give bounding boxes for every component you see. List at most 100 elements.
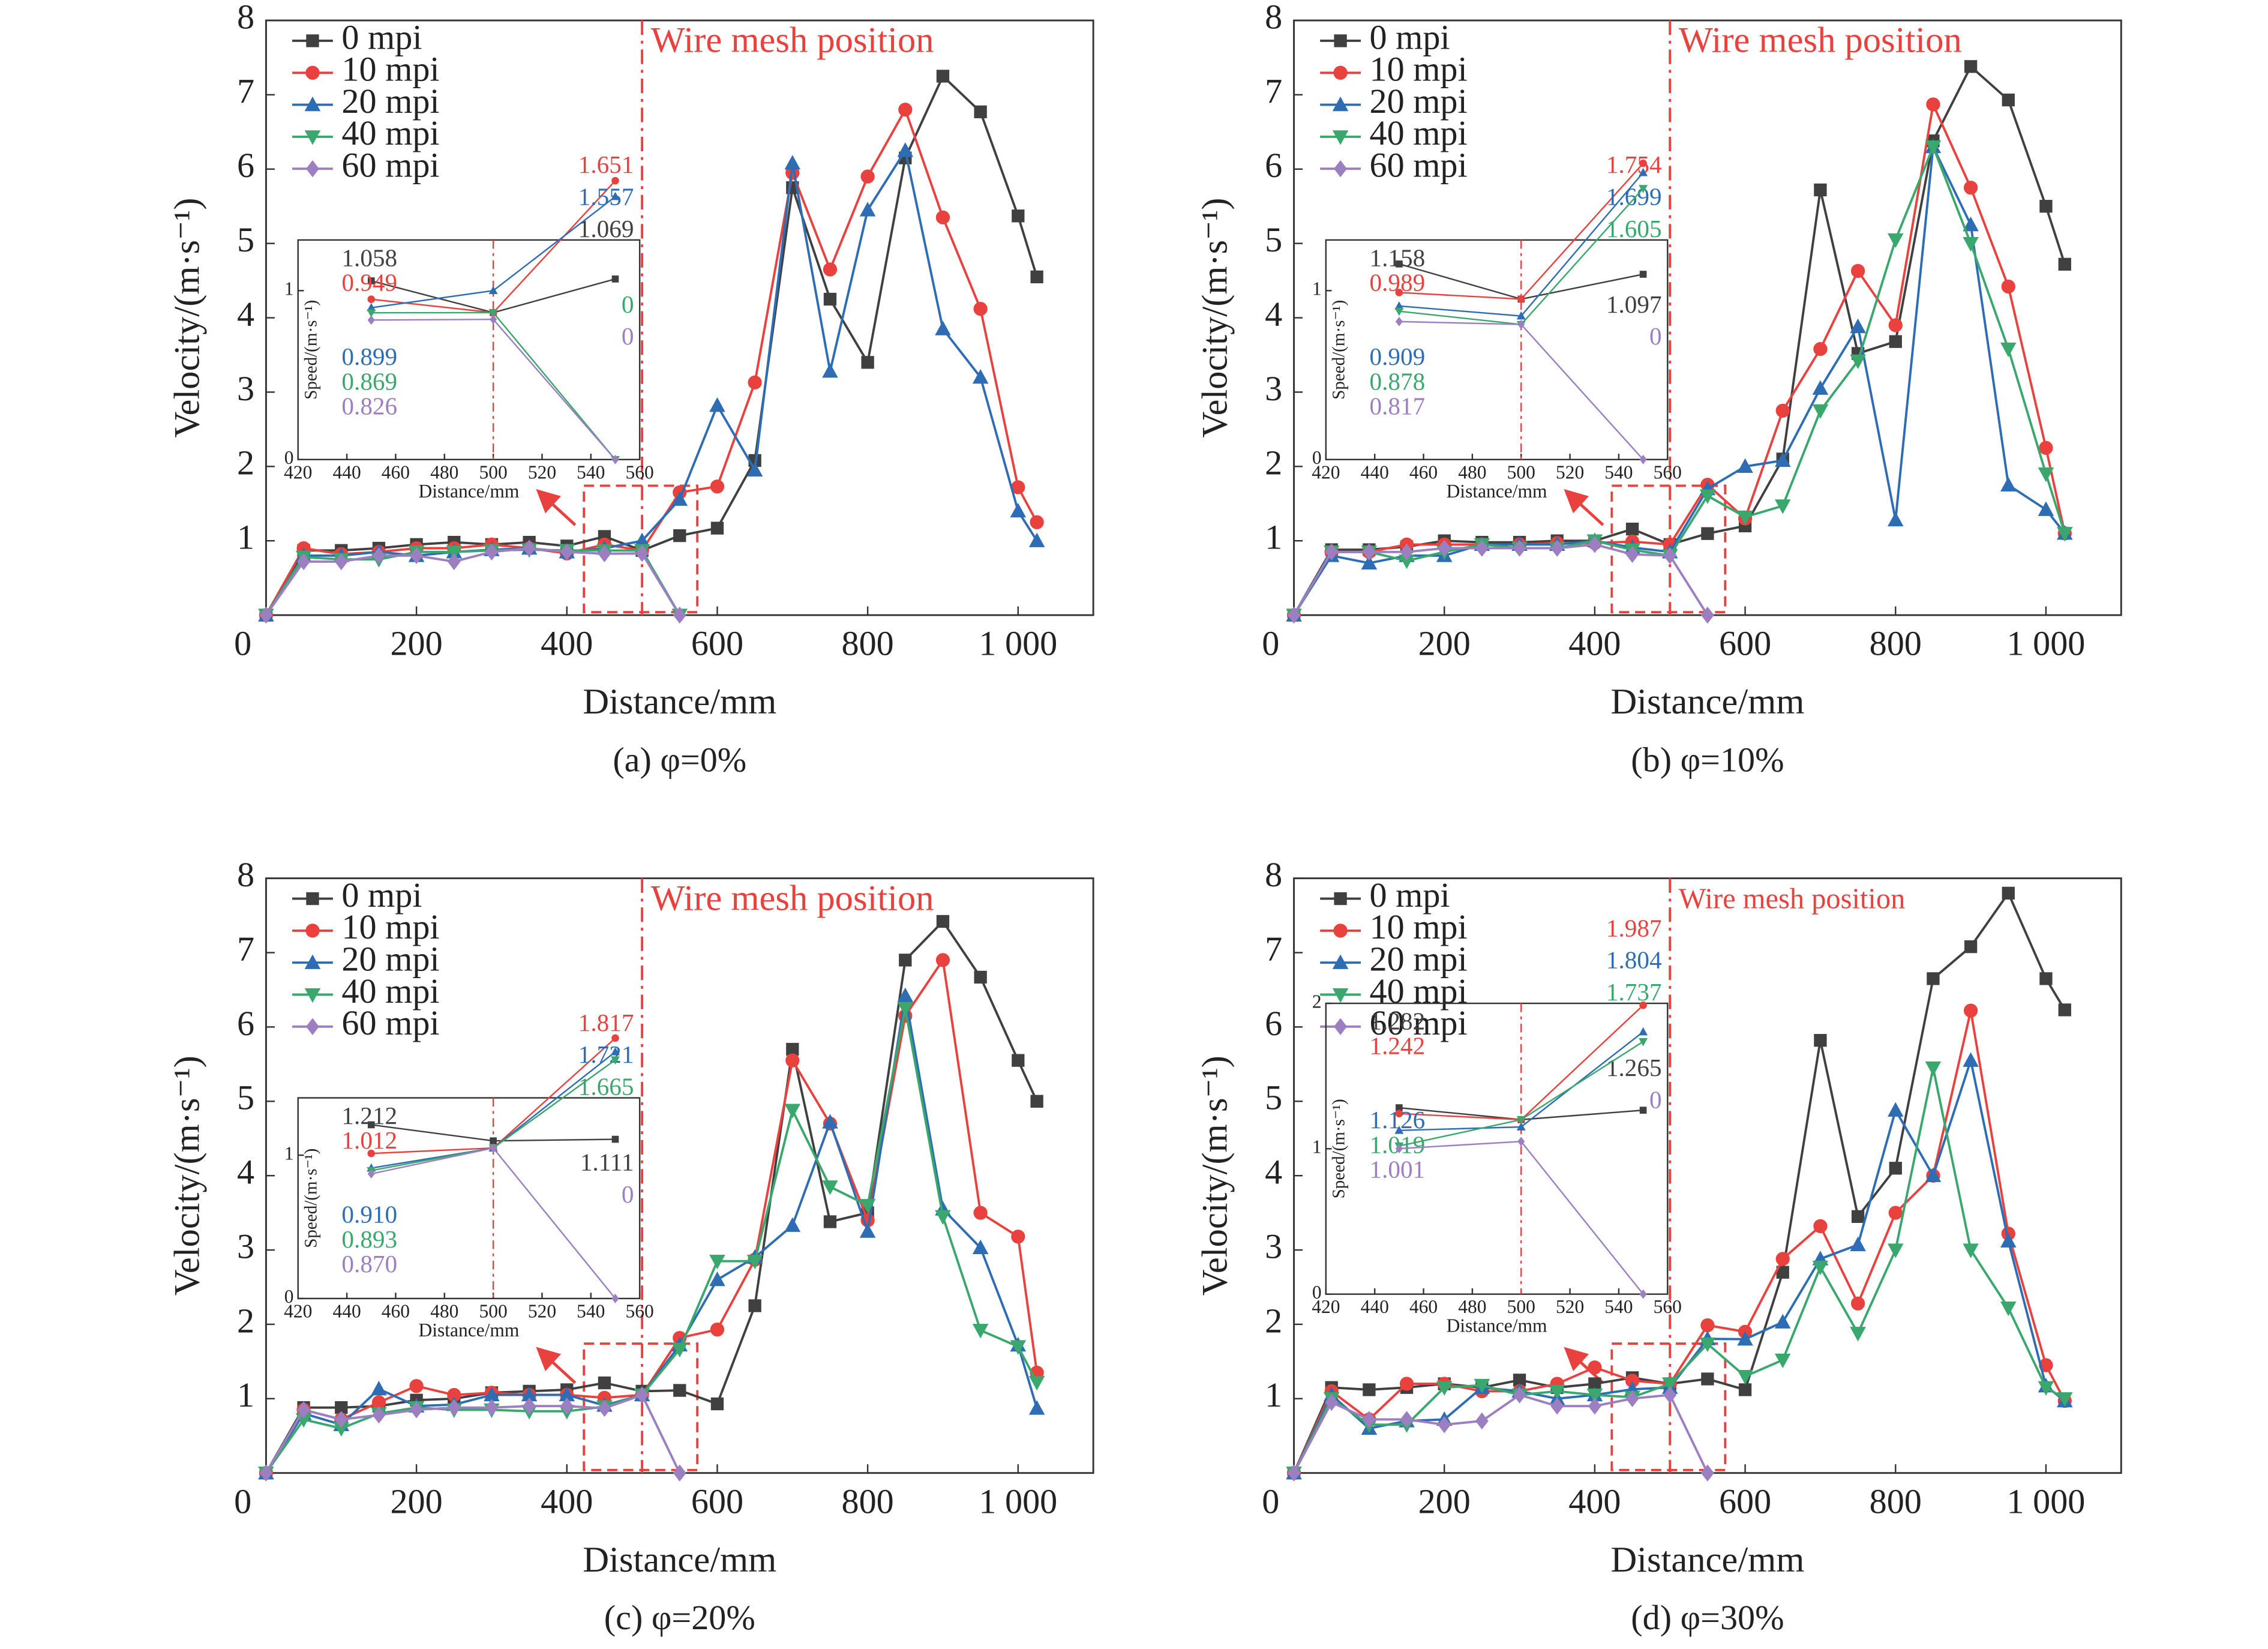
marker bbox=[1639, 1107, 1647, 1114]
inset-value-label: 0 bbox=[1649, 322, 1662, 350]
marker bbox=[1625, 522, 1639, 536]
marker bbox=[897, 142, 914, 157]
marker bbox=[367, 277, 375, 284]
inset-x-tick-label: 440 bbox=[332, 461, 361, 482]
marker bbox=[1012, 1054, 1025, 1067]
marker bbox=[367, 309, 376, 318]
x-tick-label: 400 bbox=[541, 624, 593, 663]
y-tick-label: 6 bbox=[1265, 1004, 1282, 1043]
marker bbox=[673, 606, 686, 624]
marker bbox=[1699, 489, 1716, 504]
marker bbox=[1394, 307, 1404, 316]
y-tick-label: 6 bbox=[237, 1004, 254, 1043]
marker bbox=[1639, 454, 1647, 464]
marker bbox=[709, 397, 725, 412]
inset-value-label: 1.651 bbox=[578, 151, 634, 178]
marker bbox=[306, 160, 319, 178]
marker bbox=[367, 1121, 375, 1129]
marker bbox=[635, 1386, 649, 1404]
series-line bbox=[265, 1008, 1038, 1474]
marker bbox=[1325, 543, 1339, 560]
marker bbox=[972, 369, 989, 384]
marker bbox=[1030, 270, 1043, 284]
marker bbox=[899, 954, 912, 967]
marker bbox=[1963, 237, 1979, 252]
marker bbox=[1814, 183, 1827, 197]
inset-value-label: 1.019 bbox=[1370, 1131, 1426, 1158]
marker bbox=[1334, 1018, 1347, 1035]
inset-x-tick-label: 540 bbox=[577, 461, 605, 482]
legend-label: 20 mpi bbox=[341, 82, 439, 121]
x-tick-label: 600 bbox=[691, 1482, 743, 1521]
series-line bbox=[265, 74, 1039, 616]
inset-x-tick-label: 500 bbox=[1507, 461, 1535, 482]
marker bbox=[611, 1056, 620, 1065]
series-line bbox=[265, 996, 1039, 1474]
marker bbox=[1474, 1378, 1490, 1394]
marker bbox=[1516, 311, 1526, 320]
series-line bbox=[1292, 1010, 2066, 1474]
marker bbox=[1812, 380, 1829, 395]
marker bbox=[1663, 547, 1677, 565]
y-tick-label: 1 bbox=[237, 518, 254, 557]
marker bbox=[1889, 1162, 1902, 1175]
y-axis-label: Velocity/(m·s⁻¹) bbox=[1195, 1056, 1235, 1296]
marker bbox=[372, 1406, 386, 1424]
marker bbox=[334, 1411, 348, 1428]
marker bbox=[1028, 532, 1045, 547]
marker bbox=[1850, 1327, 1866, 1342]
marker bbox=[1851, 1210, 1865, 1223]
legend-label: 20 mpi bbox=[1370, 82, 1468, 121]
y-tick-label: 7 bbox=[1265, 71, 1282, 110]
x-tick-label: 1 000 bbox=[979, 1482, 1057, 1521]
series-line bbox=[1292, 891, 2066, 1474]
marker bbox=[748, 1299, 761, 1312]
x-tick-label: 600 bbox=[1719, 624, 1771, 663]
marker bbox=[1774, 499, 1791, 514]
marker bbox=[1588, 1360, 1602, 1375]
marker bbox=[974, 105, 987, 119]
marker bbox=[1699, 1337, 1716, 1353]
y-tick-label: 3 bbox=[1265, 369, 1282, 408]
marker bbox=[304, 130, 321, 145]
inset-value-label: 1.605 bbox=[1606, 215, 1662, 242]
inset-value-label: 1.665 bbox=[578, 1072, 634, 1100]
marker bbox=[1333, 65, 1348, 80]
inset-x-tick-label: 480 bbox=[430, 461, 458, 482]
marker bbox=[2058, 257, 2071, 271]
inset-value-label: 1.737 bbox=[1606, 978, 1662, 1006]
inset-x-tick-label: 520 bbox=[528, 1300, 556, 1321]
marker bbox=[334, 553, 348, 571]
inset-frame bbox=[297, 239, 641, 461]
marker bbox=[611, 1034, 619, 1042]
x-tick-label: 400 bbox=[541, 1482, 593, 1521]
marker bbox=[2000, 342, 2017, 358]
legend-label: 10 mpi bbox=[1370, 907, 1468, 946]
marker bbox=[1963, 181, 1978, 195]
marker bbox=[1774, 1314, 1791, 1329]
marker bbox=[1516, 1122, 1526, 1131]
inset-y-tick-label: 1 bbox=[284, 278, 294, 299]
marker bbox=[1738, 1383, 1752, 1396]
marker bbox=[785, 1053, 800, 1068]
marker bbox=[1362, 1411, 1376, 1428]
inset-x-axis-label: Distance/mm bbox=[418, 1320, 519, 1341]
marker bbox=[1475, 539, 1489, 557]
marker bbox=[1625, 545, 1639, 563]
marker bbox=[2038, 467, 2054, 482]
marker bbox=[860, 169, 875, 184]
x-tick-label: 800 bbox=[1870, 1482, 1922, 1521]
marker bbox=[1028, 1400, 1045, 1415]
marker bbox=[306, 34, 319, 47]
inset-value-label: 1.754 bbox=[1606, 151, 1662, 178]
legend-label: 40 mpi bbox=[341, 113, 439, 152]
legend-label: 10 mpi bbox=[341, 907, 439, 946]
y-axis-label: Velocity/(m·s⁻¹) bbox=[1195, 198, 1235, 438]
marker bbox=[709, 1271, 725, 1287]
marker bbox=[1333, 924, 1348, 938]
marker bbox=[709, 1254, 725, 1270]
marker bbox=[1010, 1340, 1027, 1355]
wire-mesh-label: Wire mesh position bbox=[1679, 883, 1906, 915]
caption: (c) φ=20% bbox=[604, 1598, 755, 1637]
